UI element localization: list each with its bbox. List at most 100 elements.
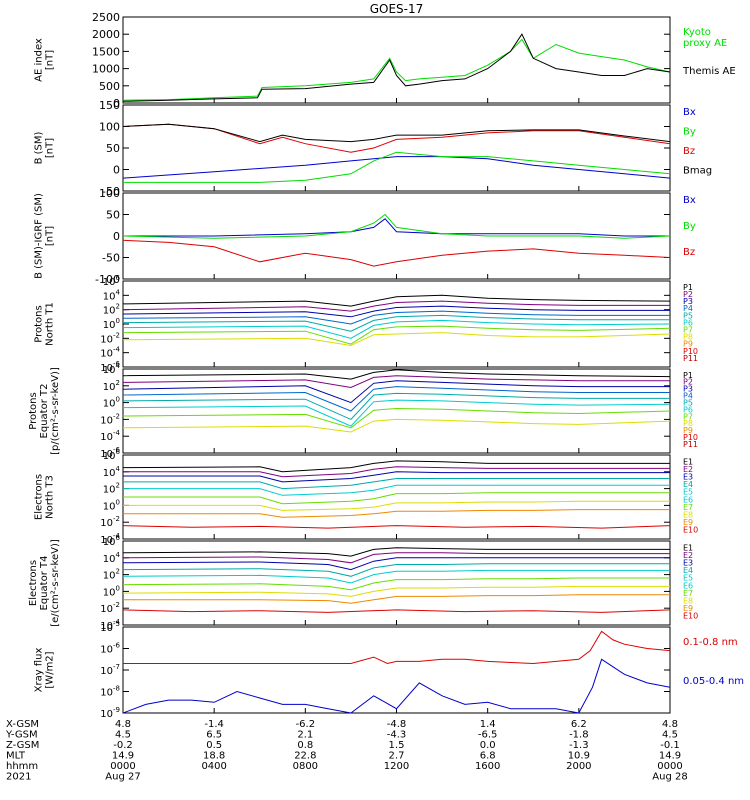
legend-ee-1: E2 — [683, 551, 693, 560]
ytick-label-ee-0: 106 — [103, 534, 121, 548]
series-en-e2 — [123, 466, 670, 478]
ytick-label-bsm-4: 150 — [99, 99, 120, 112]
axis-row-value-5-0: Aug 27 — [105, 772, 140, 783]
axis-row-value-0-3: -4.8 — [387, 719, 407, 730]
axis-row-value-5-6: Aug 28 — [652, 772, 687, 783]
legend-ee-9: E10 — [683, 612, 698, 621]
series-bsm-by — [123, 151, 670, 183]
series-ee-e9 — [123, 594, 670, 604]
series-bsm-bx — [123, 156, 670, 179]
axis-row-label-0: X-GSM — [6, 719, 39, 730]
ytick-label-en-5: 10-4 — [100, 532, 120, 546]
ytick-label-bigrf-0: -100 — [95, 273, 120, 286]
ytick-label-xray-4: 10-9 — [100, 706, 120, 720]
axis-row-value-3-5: 10.9 — [568, 751, 590, 762]
series-pn-p4 — [123, 310, 670, 325]
axis-row-label-3: MLT — [6, 751, 26, 762]
series-en-e8 — [123, 500, 670, 511]
ytick-label-ae-2: 1000 — [92, 63, 120, 76]
legend-en-3: E4 — [683, 480, 693, 489]
ylabel-pn-1: North T1 — [45, 302, 56, 346]
ytick-label-ae-1: 500 — [99, 80, 120, 93]
axis-row-value-2-1: 0.5 — [206, 740, 222, 751]
series-pe-p6 — [123, 399, 670, 427]
panel-frame-bsm — [122, 104, 671, 192]
legend-xray-1: 0.05-0.4 nm — [683, 676, 744, 687]
series-pn-p3 — [123, 305, 670, 318]
series-ae-themis-ae — [123, 33, 670, 102]
series-ee-e1 — [123, 547, 670, 557]
axis-row-value-1-3: -4.3 — [387, 730, 407, 741]
axis-row-label-1: Y-GSM — [5, 730, 38, 741]
ytick-label-bsm-0: -50 — [102, 185, 120, 198]
axis-row-value-4-1: 0400 — [201, 761, 226, 772]
series-en-e3 — [123, 471, 670, 483]
ylabel-bigrf-0: B (SM)-IGRF (SM) — [34, 193, 45, 279]
ytick-label-pn-3: 100 — [103, 317, 120, 331]
ytick-label-en-2: 102 — [103, 482, 120, 496]
legend-xray-0: 0.1-0.8 nm — [683, 637, 738, 648]
ytick-label-xray-2: 10-7 — [100, 663, 120, 677]
ylabel-bsm-1: [nT] — [45, 138, 56, 158]
legend-bsm-0: Bx — [683, 107, 696, 118]
axis-row-value-0-1: -1.4 — [204, 719, 224, 730]
legend-bigrf-1: By — [683, 221, 696, 232]
legend-pe-7: P8 — [683, 419, 693, 428]
series-en-e5 — [123, 484, 670, 496]
axis-row-value-0-2: -6.2 — [296, 719, 316, 730]
ytick-label-ae-5: 2500 — [92, 11, 120, 24]
series-pn-p1 — [123, 294, 670, 307]
ytick-label-pn-0: 106 — [103, 274, 121, 288]
series-pe-p3 — [123, 380, 670, 404]
ylabel-ae-0: AE index — [34, 38, 45, 82]
ytick-label-ae-3: 1500 — [92, 45, 120, 58]
legend-en-8: E9 — [683, 518, 693, 527]
legend-pe-1: P2 — [683, 378, 693, 387]
legend-pe-4: P5 — [683, 398, 693, 407]
ytick-label-ee-5: 10-4 — [100, 618, 120, 632]
ytick-label-pe-3: 10-2 — [100, 412, 120, 426]
legend-pn-8: P9 — [683, 340, 693, 349]
series-ee-e5 — [123, 569, 670, 584]
ytick-label-bigrf-1: -50 — [102, 252, 120, 265]
legend-pe-6: P7 — [683, 412, 693, 421]
ytick-label-pn-1: 104 — [103, 288, 121, 302]
axis-row-value-3-6: 14.9 — [659, 751, 681, 762]
series-pe-p5 — [123, 392, 670, 421]
axis-row-value-4-5: 2000 — [566, 761, 591, 772]
legend-ae-0: Kyoto — [683, 27, 711, 38]
legend-ae-1: Themis AE — [682, 66, 736, 77]
ylabel-ee-0: Electrons — [28, 560, 39, 606]
axis-row-value-4-3: 1200 — [384, 761, 409, 772]
legend-pe-0: P1 — [683, 371, 693, 380]
axis-row-value-2-5: -1.3 — [569, 740, 589, 751]
ytick-label-bigrf-3: 50 — [106, 209, 120, 222]
ytick-label-pe-4: 10-4 — [100, 429, 120, 443]
legend-pe-8: P9 — [683, 426, 693, 435]
legend-ee-0: E1 — [683, 543, 693, 552]
series-pn-p6 — [123, 319, 670, 339]
legend-ae-0-1: proxy AE — [683, 38, 727, 49]
legend-ee-4: E5 — [683, 574, 693, 583]
series-en-e7 — [123, 492, 670, 505]
ylabel-ae-1: [nT] — [45, 50, 56, 70]
axis-row-value-1-0: 4.5 — [115, 730, 131, 741]
axis-row-value-0-5: 6.2 — [571, 719, 587, 730]
axis-row-value-3-1: 18.8 — [203, 751, 225, 762]
ytick-label-pe-5: 10-6 — [100, 446, 120, 460]
legend-bigrf-0: Bx — [683, 195, 696, 206]
axis-row-value-4-2: 0800 — [293, 761, 318, 772]
series-pn-p5 — [123, 314, 670, 332]
axis-row-value-3-4: 6.8 — [480, 751, 496, 762]
axis-row-value-1-5: -1.8 — [569, 730, 589, 741]
legend-en-1: E2 — [683, 465, 693, 474]
axis-row-value-3-0: 14.9 — [112, 751, 134, 762]
legend-pn-4: P5 — [683, 311, 693, 320]
ytick-label-en-4: 10-2 — [100, 515, 120, 529]
ylabel-en-1: North T3 — [45, 475, 56, 519]
legend-en-9: E10 — [683, 526, 698, 535]
axis-row-value-0-0: 4.8 — [115, 719, 131, 730]
ylabel-bigrf-1: [nT] — [45, 226, 56, 246]
axis-row-label-5: 2021 — [6, 772, 31, 783]
series-ee-e8 — [123, 585, 670, 597]
